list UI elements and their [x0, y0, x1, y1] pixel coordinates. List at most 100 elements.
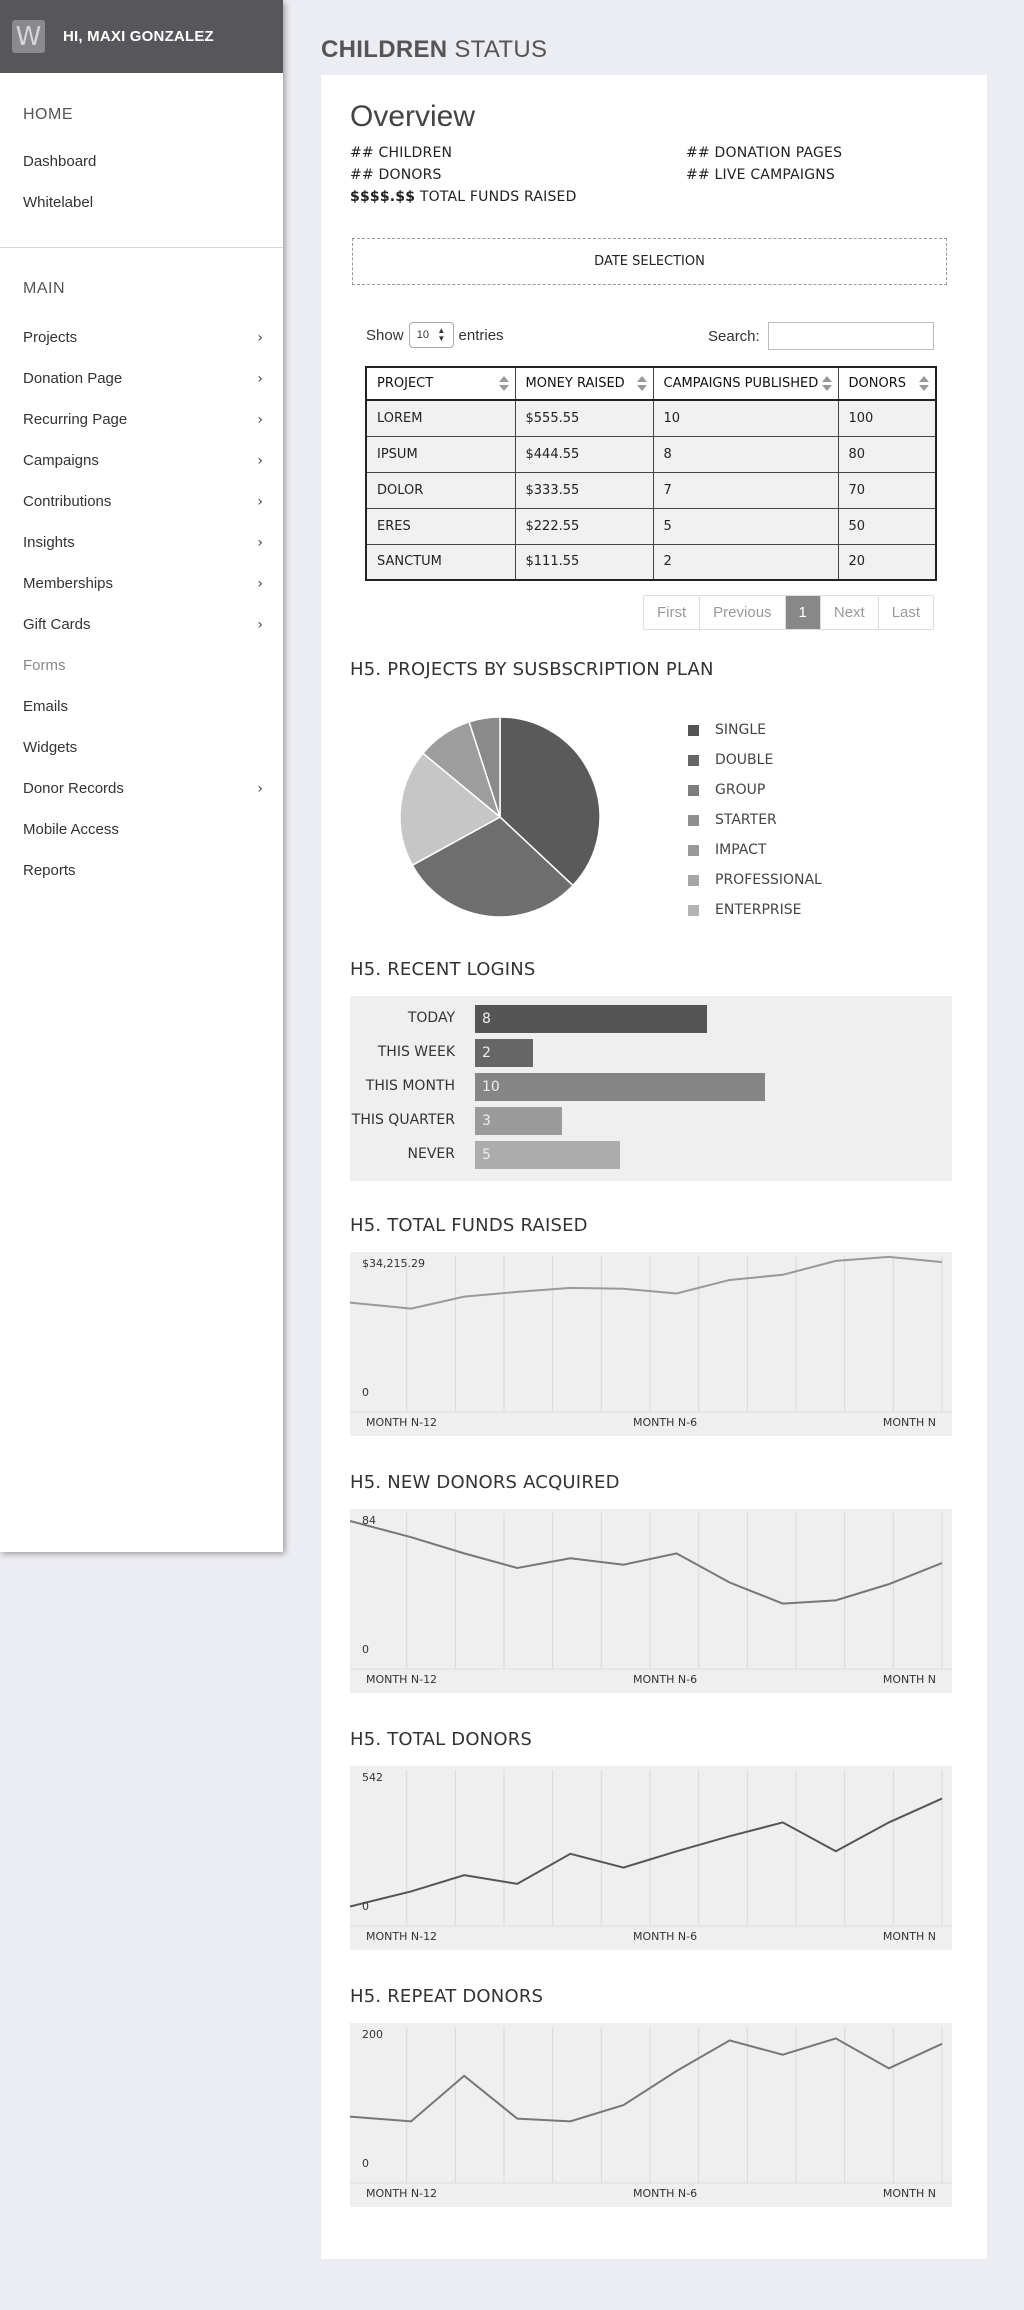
legend-item-professional: PROFESSIONAL [688, 872, 822, 888]
sidebar-item-memberships[interactable]: Memberships › [23, 575, 263, 592]
table-cell: $333.55 [515, 472, 654, 509]
x-axis-label: MONTH N [882, 1673, 936, 1686]
sidebar-item-label: Insights [23, 534, 75, 551]
x-axis-label: MONTH N-6 [633, 1416, 698, 1429]
sidebar-item-donation-page[interactable]: Donation Page › [23, 370, 263, 387]
x-axis-label: MONTH N [882, 1416, 936, 1429]
bar-today[interactable]: 8 [475, 1005, 707, 1033]
bar-this-quarter[interactable]: 3 [475, 1107, 562, 1135]
stat-donors: ## DONORS [350, 167, 442, 183]
table-row[interactable]: LOREM $555.55 10 100 [366, 400, 936, 437]
sidebar-item-contributions[interactable]: Contributions › [23, 493, 263, 510]
bar-never[interactable]: 5 [475, 1141, 620, 1169]
bar-label: THIS QUARTER [351, 1112, 455, 1128]
x-axis-label: MONTH N-12 [366, 1416, 438, 1429]
sidebar-item-campaigns[interactable]: Campaigns › [23, 452, 263, 469]
chevron-right-icon: › [257, 616, 263, 633]
sidebar-item-label: Donor Records [23, 780, 124, 797]
sidebar-item-gift-cards[interactable]: Gift Cards › [23, 616, 263, 633]
column-header-label: DONORS [848, 376, 906, 391]
table-cell: LOREM [366, 400, 516, 437]
sidebar-item-projects[interactable]: Projects › [23, 329, 263, 346]
column-header-label: MONEY RAISED [525, 376, 625, 391]
legend-label: ENTERPRISE [715, 902, 802, 918]
legend-item-group: GROUP [688, 782, 765, 798]
x-axis-label: MONTH N [882, 2187, 936, 2200]
legend-item-double: DOUBLE [688, 752, 773, 768]
pie-slice-impact[interactable] [468, 716, 501, 818]
table-cell: SANCTUM [366, 544, 516, 581]
table-header-row: PROJECT MONEY RAISED CAMPAIGNS PUBLISHED… [366, 367, 936, 401]
page-title-light: STATUS [454, 36, 548, 63]
chevron-right-icon: › [257, 493, 263, 510]
entries-select[interactable]: 10 ▲ ▼ [408, 322, 454, 348]
column-header-label: CAMPAIGNS PUBLISHED [663, 376, 819, 391]
section-main: MAIN [23, 280, 65, 297]
pagination-first[interactable]: First [644, 596, 701, 629]
series-line[interactable] [350, 1520, 943, 1605]
table-cell: 70 [838, 472, 936, 509]
table-cell: $111.55 [515, 544, 654, 581]
search-input[interactable] [767, 322, 934, 350]
x-axis-label: MONTH N-12 [366, 1930, 438, 1943]
table-row[interactable]: DOLOR $333.55 7 70 [366, 472, 936, 509]
user-greeting[interactable]: HI, MAXI GONZALEZ [63, 28, 214, 45]
legend-label: IMPACT [715, 842, 767, 858]
series-line[interactable] [350, 1797, 943, 1908]
projects-table: PROJECT MONEY RAISED CAMPAIGNS PUBLISHED… [365, 366, 937, 581]
line-chart-title: H5. NEW DONORS ACQUIRED [350, 1472, 620, 1493]
bar-this-month[interactable]: 10 [475, 1073, 765, 1101]
pie-slice-group[interactable] [399, 752, 502, 867]
projects-pie-chart [399, 716, 601, 918]
column-header-campaigns-published[interactable]: CAMPAIGNS PUBLISHED [653, 367, 839, 401]
series-line[interactable] [350, 1255, 943, 1310]
y-axis-min-label: 0 [362, 1386, 369, 1399]
table-cell: 7 [653, 472, 839, 509]
sidebar-item-insights[interactable]: Insights › [23, 534, 263, 551]
bar-label: NEVER [407, 1146, 455, 1162]
bar-this-week[interactable]: 2 [475, 1039, 533, 1067]
sidebar-item-label: Emails [23, 698, 69, 715]
pagination-next[interactable]: Next [821, 596, 879, 629]
logo-icon[interactable]: W [12, 20, 45, 53]
table-cell: 100 [838, 400, 936, 437]
sidebar-item-dashboard[interactable]: Dashboard [23, 153, 263, 170]
line-chart: $34,215.29 0 MONTH N-12 MONTH N-6 MONTH N [350, 1252, 952, 1436]
pie-slice-single[interactable] [499, 716, 601, 887]
pie-slice-double[interactable] [411, 816, 574, 918]
pagination-page-1[interactable]: 1 [785, 596, 821, 629]
sidebar-item-forms[interactable]: Forms [23, 657, 263, 674]
sidebar-item-donor-records[interactable]: Donor Records › [23, 780, 263, 797]
legend-swatch [688, 724, 699, 736]
series-line[interactable] [350, 2037, 943, 2123]
select-arrows-icon: ▲ ▼ [437, 326, 446, 343]
sidebar-item-recurring-page[interactable]: Recurring Page › [23, 411, 263, 428]
chevron-right-icon: › [257, 329, 263, 346]
sidebar-item-emails[interactable]: Emails [23, 698, 263, 715]
table-row[interactable]: ERES $222.55 5 50 [366, 508, 936, 545]
line-chart: 542 0 MONTH N-12 MONTH N-6 MONTH N [350, 1766, 952, 1950]
sidebar-item-reports[interactable]: Reports [23, 862, 263, 879]
column-header-money-raised[interactable]: MONEY RAISED [515, 367, 654, 401]
table-row[interactable]: SANCTUM $111.55 2 20 [366, 544, 936, 581]
sidebar-item-mobile-access[interactable]: Mobile Access [23, 821, 263, 838]
sidebar-item-whitelabel[interactable]: Whitelabel [23, 194, 263, 211]
legend-label: GROUP [715, 782, 766, 798]
sidebar-item-widgets[interactable]: Widgets [23, 739, 263, 756]
date-selection-button[interactable]: DATE SELECTION [352, 238, 947, 285]
column-header-donors[interactable]: DONORS [838, 367, 936, 401]
table-cell: ERES [366, 508, 516, 545]
sidebar-item-label: Memberships [23, 575, 114, 592]
line-chart-svg [350, 1770, 952, 1927]
line-chart: 84 0 MONTH N-12 MONTH N-6 MONTH N [350, 1509, 952, 1693]
table-cell: 80 [838, 436, 936, 473]
sidebar-item-label: Campaigns [23, 452, 99, 469]
chevron-right-icon: › [257, 534, 263, 551]
bar-label: THIS MONTH [365, 1078, 455, 1094]
pagination-last[interactable]: Last [891, 604, 921, 621]
table-row[interactable]: IPSUM $444.55 8 80 [366, 436, 936, 473]
stat-live-campaigns: ## LIVE CAMPAIGNS [686, 167, 836, 183]
pagination-previous[interactable]: Previous [700, 596, 786, 629]
column-header-project[interactable]: PROJECT [366, 367, 516, 401]
legend-item-impact: IMPACT [688, 842, 766, 858]
